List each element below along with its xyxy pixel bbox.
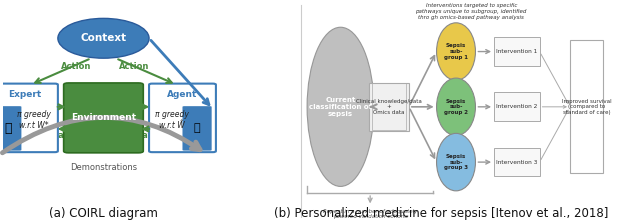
Ellipse shape [436,23,476,80]
Text: 💻: 💻 [194,123,200,133]
Text: Intervention 2: Intervention 2 [496,104,538,109]
Text: Interventions targeted to specific
pathways unique to subgroup, identified
thro : Interventions targeted to specific pathw… [415,3,527,19]
Text: Clinical knowledge/data
+
Omics data: Clinical knowledge/data + Omics data [356,99,422,115]
Text: Sepsis
sub-
group 1: Sepsis sub- group 1 [444,43,468,60]
Text: Intervention 1: Intervention 1 [496,49,538,54]
FancyBboxPatch shape [63,83,143,153]
Text: Sepsis
sub-
group 2: Sepsis sub- group 2 [444,99,468,115]
FancyBboxPatch shape [0,106,21,151]
Text: Improved survival
(compared to
standard of care): Improved survival (compared to standard … [562,99,611,115]
Text: Action: Action [118,62,149,71]
Ellipse shape [307,27,374,186]
Text: Demonstrations: Demonstrations [70,163,137,172]
FancyBboxPatch shape [494,37,540,66]
Text: Context: Context [81,33,127,43]
FancyBboxPatch shape [149,84,216,152]
FancyBboxPatch shape [494,93,540,121]
Text: π greedy
w.r.t W*: π greedy w.r.t W* [17,110,51,130]
Text: Expert: Expert [8,90,41,99]
Text: Agent: Agent [167,90,198,99]
Text: State: State [132,131,158,140]
Text: State: State [49,131,74,140]
Ellipse shape [436,78,476,136]
Text: (a) COIRL diagram: (a) COIRL diagram [49,206,158,220]
Text: Sepsis
sub-
group 3: Sepsis sub- group 3 [444,154,468,170]
Text: Action: Action [61,62,92,71]
Text: 🧠: 🧠 [4,122,12,135]
Text: Current
classification of
sepsis: Current classification of sepsis [309,97,372,117]
FancyBboxPatch shape [494,148,540,176]
FancyBboxPatch shape [570,41,604,173]
Ellipse shape [436,133,476,191]
Text: Repeat in a number of adequately
powered validation cohorts: Repeat in a number of adequately powered… [323,209,417,219]
Text: Intervention 3: Intervention 3 [496,160,538,165]
Text: Environment: Environment [71,113,136,122]
FancyBboxPatch shape [369,83,409,131]
Ellipse shape [58,18,149,58]
FancyBboxPatch shape [182,106,212,151]
FancyBboxPatch shape [0,84,58,152]
Text: π greedy
w.r.t Ŵ: π greedy w.r.t Ŵ [156,110,189,130]
Text: (b) Personalized medicine for sepsis [Itenov et al., 2018]: (b) Personalized medicine for sepsis [It… [274,206,608,220]
